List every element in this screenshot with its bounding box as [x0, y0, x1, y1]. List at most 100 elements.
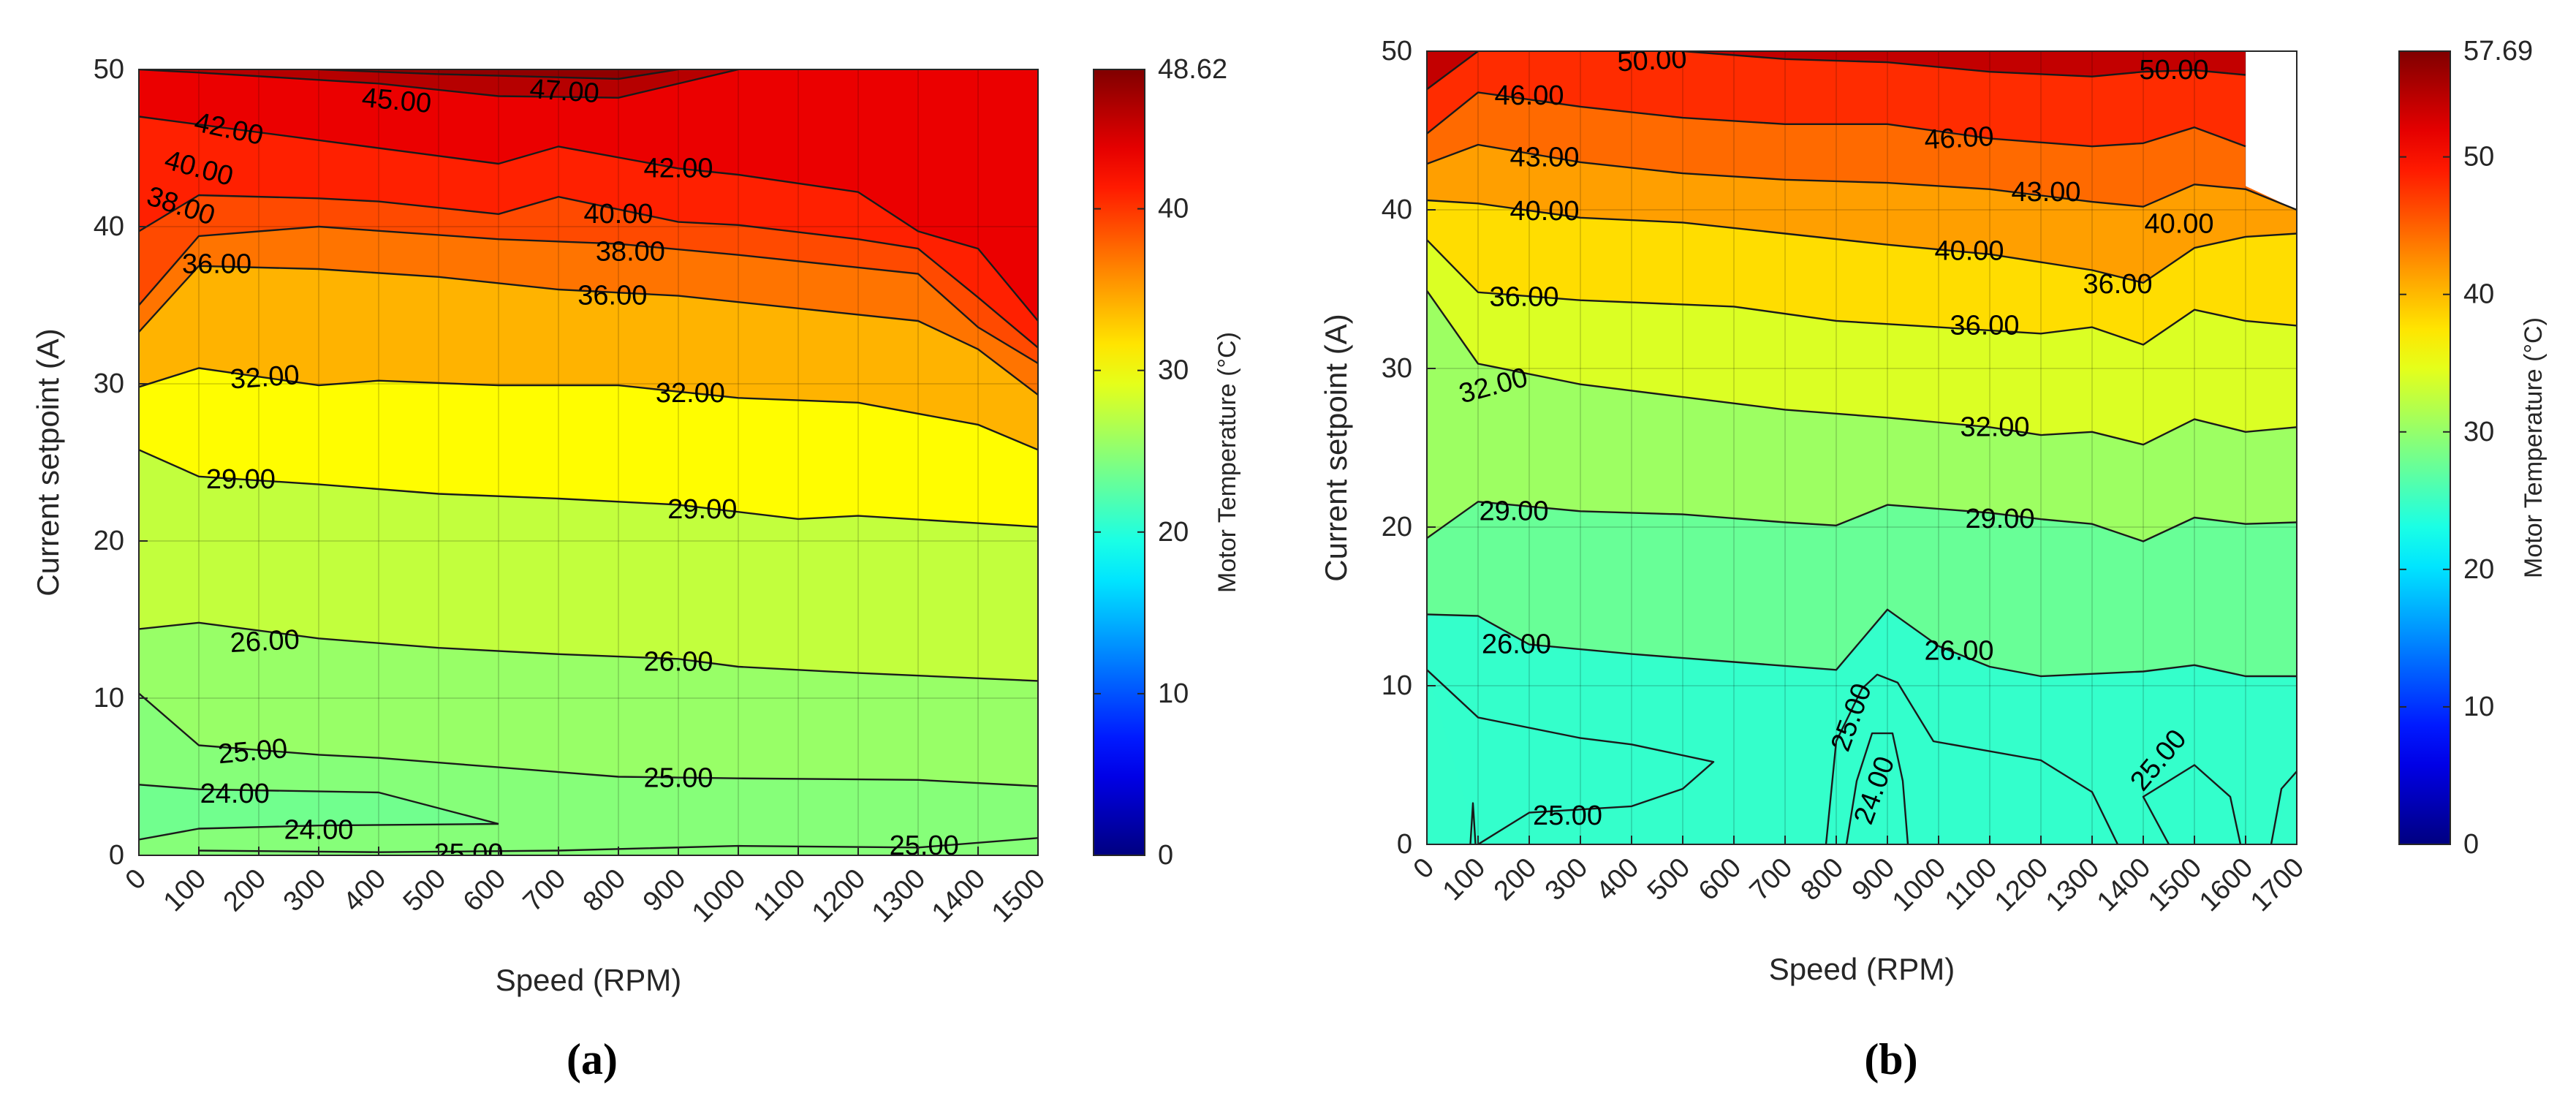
grid	[1427, 51, 2297, 844]
x-tick-label: 600	[1693, 852, 1748, 907]
x-tick-label: 1000	[1887, 852, 1952, 917]
y-tick-label: 0	[1397, 829, 1412, 860]
contour-label: 40.00	[2144, 209, 2213, 240]
plot-area: 45.00 47.0042.0042.0040.0040.0038.0038.00…	[139, 69, 1038, 869]
x-tick-label: 100	[158, 863, 213, 918]
x-tick-label: 800	[577, 863, 632, 918]
contour-line-25	[1427, 669, 1715, 844]
contour-label: 32.00	[656, 378, 725, 409]
x-tick-label: 1000	[686, 863, 751, 928]
contour-line-29	[139, 449, 1038, 528]
contour-label: 25.00	[433, 839, 503, 869]
contour-line-26	[139, 621, 1038, 682]
x-tick-labels: 0100200300400500600700800900100011001200…	[1408, 852, 2311, 917]
contour-label: 45.00	[360, 83, 432, 119]
contour-line-25	[1469, 802, 1477, 844]
x-tick-label: 0	[1408, 852, 1441, 885]
contour-line-36	[139, 265, 1038, 396]
x-tick-label: 200	[1488, 852, 1543, 907]
colorbar-label: Motor Temperature (°C)	[2520, 317, 2547, 578]
y-axis-label: Current setpoint (A)	[1319, 314, 1353, 581]
y-tick-label: 10	[1382, 670, 1412, 701]
contour-line-26	[1427, 608, 2297, 678]
chart-panel-b: 50.00 50.00 46.00 46.00 43.00 43.00 40.00 40.00…	[1288, 0, 2576, 1109]
contour-line-24	[139, 784, 499, 825]
contour-line-43	[1427, 143, 2297, 211]
contour-band-42	[139, 69, 1038, 321]
x-tick-label: 400	[338, 863, 393, 918]
contour-line-32	[139, 367, 1038, 451]
contour-label: 24.00	[284, 815, 353, 846]
contour-line-46	[1427, 91, 2246, 148]
colorbar-tick-label: 30	[2463, 417, 2494, 447]
contour-band-25-bottom	[199, 838, 1038, 855]
contour-label: 36.00	[182, 249, 251, 280]
contour-band-25-pocket	[2271, 771, 2297, 844]
contour-label: 36.00	[577, 281, 647, 311]
contour-line-25	[2270, 771, 2297, 844]
x-tick-label: 1600	[2194, 852, 2259, 917]
contour-line-50	[1427, 51, 1479, 91]
x-tick-label: 1100	[1939, 852, 2003, 916]
x-tick-label: 1200	[806, 863, 871, 928]
contour-label: 24.00	[200, 779, 270, 809]
y-tick-label: 50	[1382, 36, 1412, 67]
colorbar-tick-label: 40	[1158, 194, 1189, 224]
contour-label: 32.00	[229, 360, 300, 395]
y-tick-label: 50	[94, 54, 124, 85]
contour-band-47-top	[319, 69, 678, 79]
x-tick-label: 200	[218, 863, 273, 918]
contour-line-47	[318, 69, 679, 80]
contour-chart-b: 50.00 50.0046.0046.0043.0043.0040.0040.00…	[1319, 36, 2547, 986]
x-tick-label: 100	[1437, 852, 1492, 907]
colorbar-tick-label: 50	[2463, 142, 2494, 173]
y-axis-label: Current setpoint (A)	[31, 328, 65, 596]
x-tick-label: 1300	[2040, 852, 2105, 917]
contour-label: 50.00	[1616, 44, 1687, 78]
contour-label: 40.00	[1509, 196, 1579, 227]
contour-line-45	[139, 69, 739, 99]
contour-line-25	[1825, 673, 2119, 844]
plot-area: 50.00 50.0046.0046.0043.0043.0040.0040.00…	[1427, 44, 2297, 844]
contour-line-50	[1682, 51, 2246, 77]
contour-lines	[139, 69, 1038, 853]
contour-label: 42.00	[643, 153, 713, 183]
axes-box	[138, 69, 1039, 856]
contour-label: 36.00	[1489, 281, 1558, 312]
contour-label: 26.00	[1924, 635, 1993, 666]
colorbar-tick-label: 48.62	[1158, 54, 1227, 85]
contour-label: 32.00	[1960, 412, 2029, 442]
contour-label: 26.00	[643, 647, 713, 678]
contour-label: 40.00	[1934, 235, 2004, 266]
contour-chart-a: 45.00 47.0042.0042.0040.0040.0038.0038.00…	[31, 54, 1241, 997]
x-tick-label: 1400	[2091, 852, 2156, 917]
contour-labels: 45.00 47.0042.0042.0040.0040.0038.0038.00…	[143, 74, 959, 869]
x-tick-label: 700	[518, 863, 572, 918]
colorbar-tick-label: 10	[2463, 692, 2494, 722]
contour-line-38	[139, 225, 1038, 365]
y-tick-label: 20	[1382, 512, 1412, 542]
colorbar-ticks: 0 10 20 30 40 48.62	[1094, 54, 1227, 871]
x-tick-label: 1500	[986, 863, 1051, 928]
contour-label: 26.00	[1482, 629, 1551, 660]
contour-band-25-pocket	[1427, 670, 1713, 844]
contour-label: 29.00	[206, 464, 276, 495]
x-tick-label: 900	[637, 863, 692, 918]
chart-panel-a: 45.00 47.00 42.00 42.00 40.00 40.00 38.00 38.00…	[31, 54, 1241, 1083]
panel-label-b: (b)	[1864, 1035, 1918, 1083]
grid	[139, 69, 1038, 855]
colorbar	[1093, 69, 1145, 856]
contour-band-50-top	[1683, 51, 2246, 77]
contour-label: 36.00	[2083, 269, 2152, 300]
x-axis-label: Speed (RPM)	[1769, 952, 1955, 986]
colorbar	[2398, 50, 2451, 845]
contour-band-25-pocket	[1826, 674, 2118, 844]
y-tick-label: 0	[109, 840, 124, 871]
contour-line-42	[139, 116, 1038, 322]
x-tick-label: 500	[1642, 852, 1697, 907]
colorbar-tick-label: 20	[2463, 554, 2494, 585]
colorbar-tick-label: 30	[1158, 355, 1189, 386]
contour-line-25	[139, 692, 1038, 787]
colorbar-label: Motor Temperature (°C)	[1213, 332, 1241, 593]
